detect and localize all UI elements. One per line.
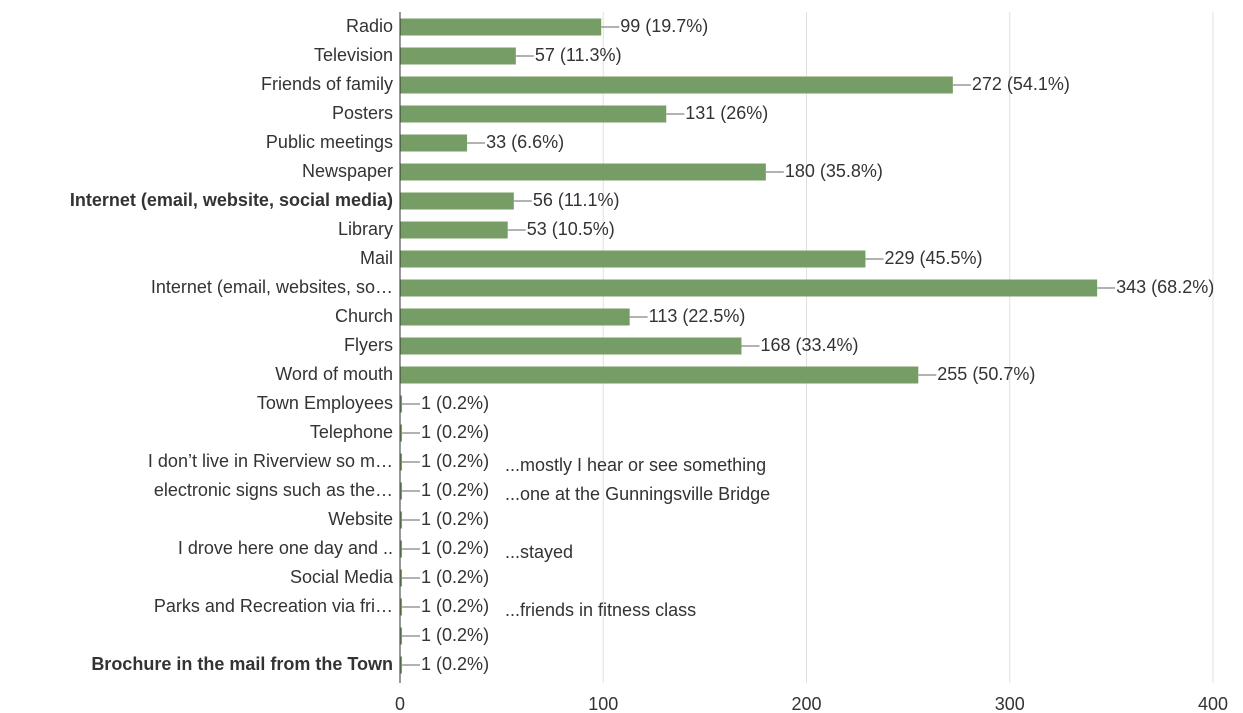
bar xyxy=(400,482,403,500)
value-label: 57 (11.3%) xyxy=(535,45,622,65)
y-tick-label: Social Media xyxy=(290,567,394,587)
x-tick-label: 200 xyxy=(791,694,821,713)
bar xyxy=(400,279,1098,297)
value-label: 343 (68.2%) xyxy=(1116,277,1214,297)
bar xyxy=(400,395,403,413)
y-tick-label: Internet (email, website, social media) xyxy=(70,190,393,210)
y-tick-label: I drove here one day and .. xyxy=(178,538,393,558)
bar xyxy=(400,540,403,558)
y-tick-label: Brochure in the mail from the Town xyxy=(91,654,393,674)
bar xyxy=(400,627,403,645)
value-label: 255 (50.7%) xyxy=(937,364,1035,384)
y-tick-label: I don’t live in Riverview so m… xyxy=(148,451,393,471)
x-tick-label: 0 xyxy=(395,694,405,713)
bar xyxy=(400,656,403,674)
bar xyxy=(400,424,403,442)
value-label: 1 (0.2%) xyxy=(421,509,489,529)
value-label: 53 (10.5%) xyxy=(527,219,615,239)
x-tick-label: 300 xyxy=(995,694,1025,713)
bar xyxy=(400,511,403,529)
value-label: 1 (0.2%) xyxy=(421,538,489,558)
bar xyxy=(400,47,516,65)
bar xyxy=(400,221,508,239)
value-label: 229 (45.5%) xyxy=(884,248,982,268)
y-tick-label: Website xyxy=(328,509,393,529)
y-tick-label: Telephone xyxy=(310,422,393,442)
bar xyxy=(400,366,919,384)
y-tick-label: Town Employees xyxy=(257,393,393,413)
value-label: 168 (33.4%) xyxy=(760,335,858,355)
value-label: 1 (0.2%) xyxy=(421,625,489,645)
bar xyxy=(400,598,403,616)
y-tick-label: Flyers xyxy=(344,335,393,355)
value-label: 113 (22.5%) xyxy=(649,306,746,326)
bar xyxy=(400,134,468,152)
value-label: 1 (0.2%) xyxy=(421,422,489,442)
bar xyxy=(400,308,630,326)
y-tick-label: Friends of family xyxy=(261,74,393,94)
value-label: 99 (19.7%) xyxy=(620,16,708,36)
annotation: ...one at the Gunningsville Bridge xyxy=(505,484,770,504)
y-tick-label: electronic signs such as the… xyxy=(154,480,393,500)
y-tick-label: Parks and Recreation via fri… xyxy=(154,596,393,616)
value-label: 56 (11.1%) xyxy=(533,190,620,210)
y-tick-label: Newspaper xyxy=(302,161,393,181)
y-tick-label: Posters xyxy=(332,103,393,123)
bar xyxy=(400,18,602,36)
bar xyxy=(400,250,866,268)
y-tick-label: Word of mouth xyxy=(275,364,393,384)
y-tick-label: Internet (email, websites, so… xyxy=(151,277,393,297)
bar xyxy=(400,192,514,210)
annotation: ...mostly I hear or see something xyxy=(505,455,766,475)
value-label: 180 (35.8%) xyxy=(785,161,883,181)
value-label: 131 (26%) xyxy=(685,103,768,123)
y-tick-label: Public meetings xyxy=(266,132,393,152)
value-label: 1 (0.2%) xyxy=(421,567,489,587)
bar xyxy=(400,569,403,587)
value-label: 1 (0.2%) xyxy=(421,596,489,616)
annotation: ...friends in fitness class xyxy=(505,600,696,620)
bar xyxy=(400,337,742,355)
x-tick-label: 100 xyxy=(588,694,618,713)
bar xyxy=(400,76,953,94)
y-tick-label: Television xyxy=(314,45,393,65)
bar xyxy=(400,453,403,471)
value-label: 1 (0.2%) xyxy=(421,451,489,471)
value-label: 272 (54.1%) xyxy=(972,74,1070,94)
value-label: 1 (0.2%) xyxy=(421,654,489,674)
y-tick-label: Radio xyxy=(346,16,393,36)
y-tick-label: Church xyxy=(335,306,393,326)
y-tick-label: Library xyxy=(338,219,393,239)
value-label: 1 (0.2%) xyxy=(421,393,489,413)
y-tick-label: Mail xyxy=(360,248,393,268)
bar xyxy=(400,163,766,181)
x-tick-label: 400 xyxy=(1198,694,1228,713)
value-label: 1 (0.2%) xyxy=(421,480,489,500)
bar xyxy=(400,105,667,123)
value-label: 33 (6.6%) xyxy=(486,132,564,152)
annotation: ...stayed xyxy=(505,542,573,562)
